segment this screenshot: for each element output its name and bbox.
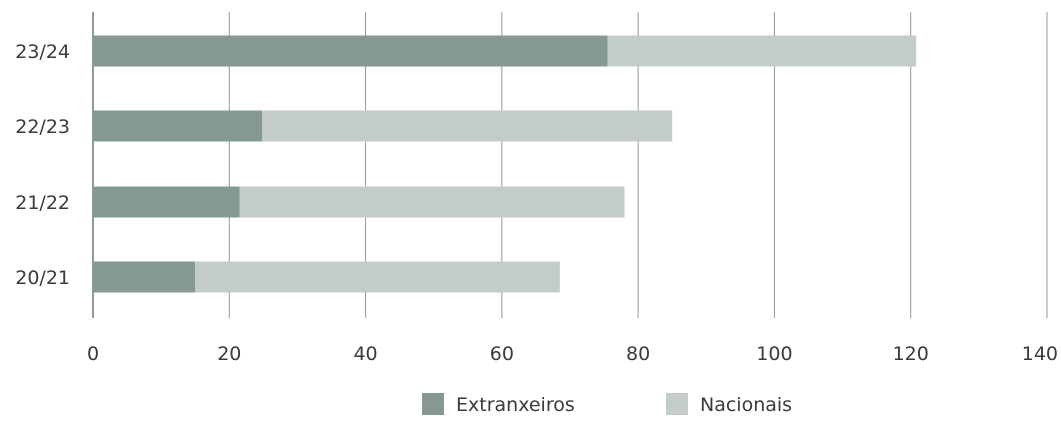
bar-extranxeiros-20-21 [93,261,196,293]
bar-extranxeiros-22-23 [93,110,262,142]
x-tick-label-80: 80 [626,343,650,365]
category-label-21-22: 21/22 [15,192,70,214]
category-labels: 23/24 22/23 21/22 20/21 [15,41,70,289]
bar-extranxeiros-21-22 [93,186,240,218]
legend-label-extranxeiros: Extranxeiros [456,394,575,416]
bar-nacionais-20-21 [195,261,560,293]
x-tick-label-60: 60 [490,343,514,365]
x-tick-label-40: 40 [353,343,377,365]
bars [93,35,917,293]
legend-swatch-nacionais [666,393,688,415]
legend-swatch-extranxeiros [422,393,444,415]
bar-nacionais-22-23 [261,110,673,142]
x-tick-label-140: 140 [1022,343,1058,365]
x-tick-label-0: 0 [87,343,99,365]
legend: Extranxeiros Nacionais [422,393,792,416]
bar-extranxeiros-23-24 [93,35,608,67]
legend-label-nacionais: Nacionais [700,394,792,416]
x-tick-label-120: 120 [893,343,929,365]
bar-nacionais-23-24 [607,35,917,67]
bar-nacionais-21-22 [239,186,625,218]
category-label-20-21: 20/21 [15,267,70,289]
x-tick-label-100: 100 [756,343,792,365]
category-label-22-23: 22/23 [15,116,70,138]
category-label-23-24: 23/24 [15,41,70,63]
x-tick-label-20: 20 [217,343,241,365]
x-axis-tick-labels: 0 20 40 60 80 100 120 140 [87,343,1058,365]
